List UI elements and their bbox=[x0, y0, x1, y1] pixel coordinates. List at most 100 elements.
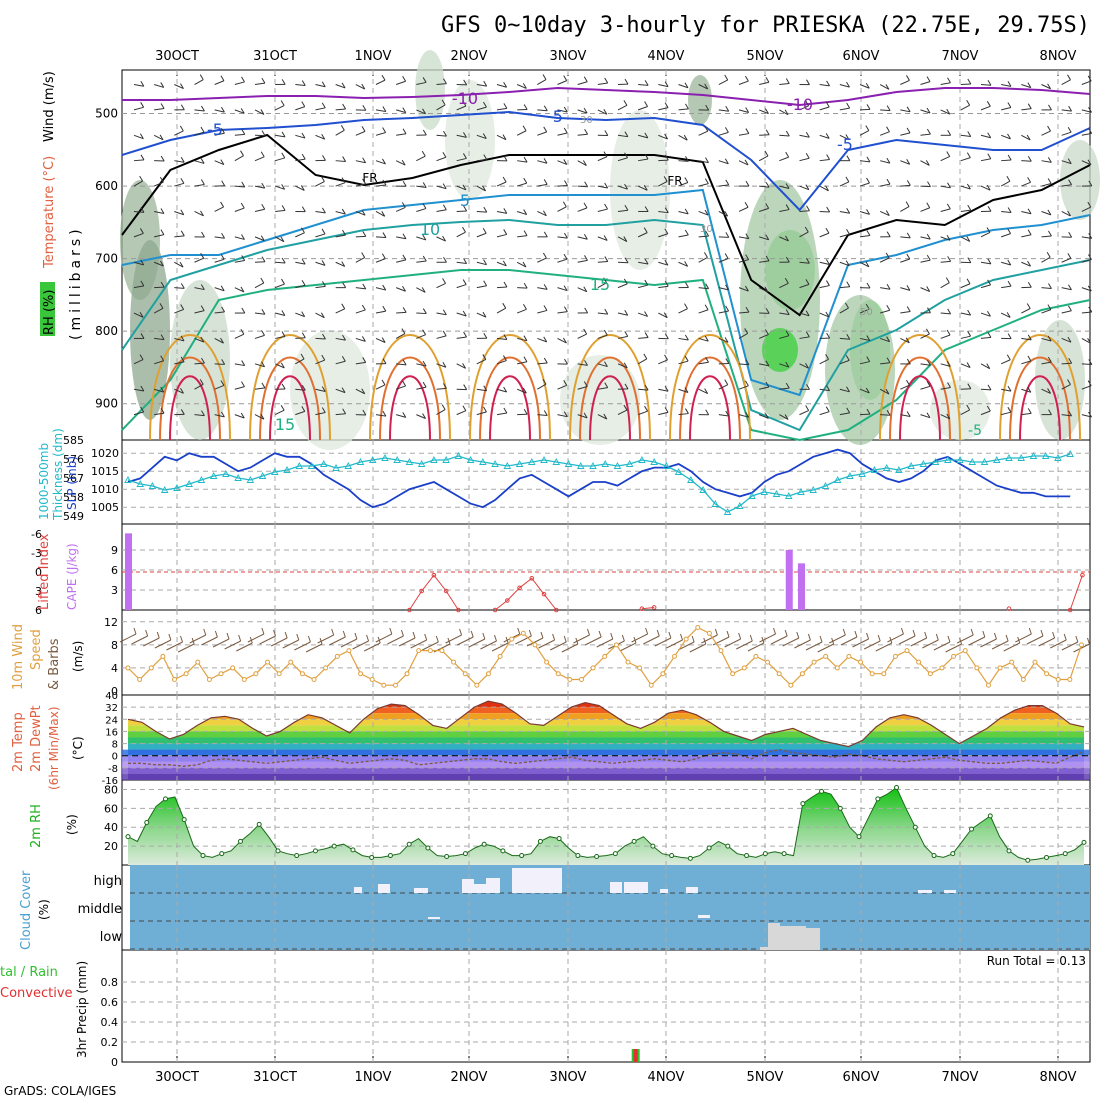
pressure-tick-label: 800 bbox=[95, 324, 118, 338]
ylabel-wind10: 10m Wind bbox=[11, 624, 26, 690]
wind-speed-point bbox=[626, 660, 630, 664]
date-label-bottom: 2NOV bbox=[451, 1070, 488, 1085]
rh-label: 50 bbox=[860, 307, 873, 318]
wind-speed-point bbox=[207, 677, 211, 681]
rh-point bbox=[351, 848, 355, 852]
wind-speed-point bbox=[754, 654, 758, 658]
precip-tick: 0.4 bbox=[101, 1016, 119, 1029]
precip-tick: 0.6 bbox=[101, 996, 119, 1009]
ylabel-dewpt: 2m DewPt bbox=[29, 705, 44, 772]
ylabel-rh2m: 2m RH bbox=[29, 804, 44, 848]
cloud-low bbox=[794, 926, 806, 950]
rh-point bbox=[463, 852, 467, 856]
rh-point bbox=[182, 818, 186, 822]
date-label-bottom: 1NOV bbox=[355, 1070, 392, 1085]
cape-bar bbox=[798, 563, 805, 610]
rh-point bbox=[613, 852, 617, 856]
contour-label: -10 bbox=[452, 89, 478, 108]
wind-barb bbox=[497, 287, 507, 288]
wind-speed-point bbox=[603, 654, 607, 658]
cloud-background bbox=[130, 865, 1090, 950]
date-label-bottom: 30OCT bbox=[155, 1070, 199, 1085]
date-label-top: 3NOV bbox=[550, 49, 587, 64]
wind-barb bbox=[416, 313, 426, 314]
wind-speed-point bbox=[242, 677, 246, 681]
cold-band bbox=[122, 768, 1090, 774]
cloud-level-label: low bbox=[100, 930, 123, 945]
cold-band bbox=[122, 750, 1090, 756]
wind-barb bbox=[880, 110, 890, 111]
wind-speed-point bbox=[254, 672, 258, 676]
cloud-high bbox=[414, 888, 428, 893]
wind-speed-point bbox=[324, 666, 328, 670]
wind-speed-point bbox=[870, 672, 874, 676]
wind-speed-point bbox=[859, 660, 863, 664]
cape-bar bbox=[125, 533, 132, 610]
wind-speed-point bbox=[452, 660, 456, 664]
wind-speed-point bbox=[742, 666, 746, 670]
rh-blob bbox=[610, 110, 670, 270]
wind-speed-point bbox=[359, 672, 363, 676]
ylabel-li: Lifted Index bbox=[37, 533, 52, 610]
wind-speed-point bbox=[800, 672, 804, 676]
contour-label: 5 bbox=[460, 191, 470, 210]
ylabel-rh: RH (%) bbox=[42, 290, 57, 335]
ylabel-speed: Speed bbox=[29, 629, 44, 670]
wind-barb bbox=[880, 415, 890, 416]
rh-point bbox=[126, 835, 130, 839]
precip-tick: 0 bbox=[111, 1056, 118, 1069]
rh-point bbox=[820, 789, 824, 793]
ylabel-rh-unit: (%) bbox=[65, 814, 79, 835]
temp-band bbox=[122, 744, 1090, 750]
rh-point bbox=[407, 842, 411, 846]
wind-speed-point bbox=[789, 683, 793, 687]
wind-speed-point bbox=[940, 666, 944, 670]
wind-speed-point bbox=[893, 654, 897, 658]
rh-point bbox=[445, 855, 449, 859]
wind-speed-point bbox=[289, 660, 293, 664]
wind-speed-point bbox=[196, 660, 200, 664]
rh-point bbox=[838, 806, 842, 810]
temp-tick: 0 bbox=[112, 752, 118, 763]
rh-label: 30 bbox=[700, 224, 713, 235]
rh-point bbox=[520, 854, 524, 858]
rh-point bbox=[370, 855, 374, 859]
rh-point bbox=[576, 854, 580, 858]
rh-blob bbox=[688, 75, 712, 125]
rh-point bbox=[932, 854, 936, 858]
rh-point bbox=[970, 827, 974, 831]
wind-speed-point bbox=[417, 649, 421, 653]
wind-barb bbox=[820, 211, 830, 212]
wind-tick: 12 bbox=[104, 616, 118, 629]
wind-speed-point bbox=[998, 666, 1002, 670]
wind-barb bbox=[154, 287, 164, 288]
wind-speed-point bbox=[568, 677, 572, 681]
wind-barb bbox=[275, 262, 285, 263]
wind-speed-point bbox=[545, 660, 549, 664]
wind-barb bbox=[376, 237, 386, 238]
rh-point bbox=[238, 839, 242, 843]
contour-label: FR bbox=[667, 174, 682, 188]
rh-tick: 60 bbox=[104, 802, 118, 815]
date-label-bottom: 3NOV bbox=[550, 1070, 587, 1085]
wind-barb bbox=[174, 288, 184, 289]
wind-speed-point bbox=[928, 672, 932, 676]
wind-barb bbox=[316, 338, 326, 339]
wind-speed-point bbox=[905, 649, 909, 653]
wind-speed-point bbox=[731, 672, 735, 676]
ylabel-minmax: (6hr Min/Max) bbox=[47, 707, 61, 791]
ylabel-cloud-unit: (%) bbox=[37, 899, 51, 920]
cloud-high bbox=[660, 889, 668, 893]
rh-point bbox=[726, 844, 730, 848]
slp-tick: 1005 bbox=[91, 501, 119, 514]
date-label-top: 31OCT bbox=[253, 49, 297, 64]
contour-label: 15 bbox=[275, 415, 295, 434]
ylabel-temp-unit: (°C) bbox=[71, 736, 85, 760]
wind-barb bbox=[961, 84, 971, 85]
wind-barb bbox=[779, 135, 789, 136]
temp-band bbox=[122, 738, 1090, 744]
temp-tick: 24 bbox=[105, 715, 118, 726]
wind-speed-point bbox=[673, 654, 677, 658]
wind-barb bbox=[396, 312, 406, 313]
